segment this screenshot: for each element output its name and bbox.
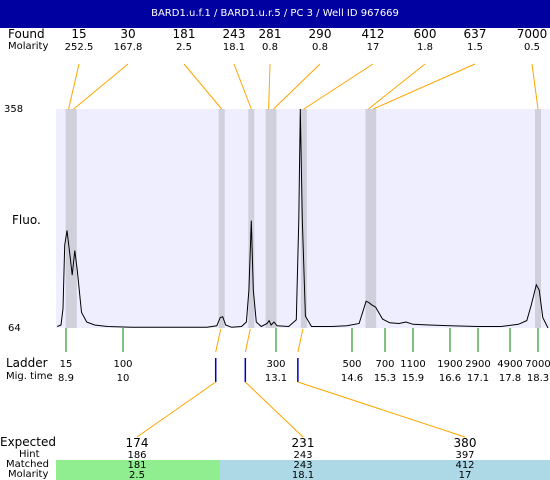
expected-connector: [244, 381, 304, 438]
ladder-size-label: 1900: [437, 359, 462, 370]
found-size-label: 243: [223, 27, 246, 41]
found-molarity-label: 0.8: [262, 42, 278, 53]
found-size-label: 600: [414, 27, 437, 41]
expected-stub: [297, 328, 304, 353]
found-peak-band: [218, 109, 225, 328]
found-size-label: 181: [173, 27, 196, 41]
found-size-label: 15: [71, 27, 86, 41]
ladder-time-label: 10: [117, 373, 130, 384]
found-connector: [368, 63, 426, 110]
hint-value-label: 397: [455, 450, 474, 461]
ladder-time-label: 13.1: [265, 373, 287, 384]
found-molarity-label: 18.1: [223, 42, 245, 53]
ladder-time-label: 8.9: [58, 373, 74, 384]
matched-value-label: 243: [293, 460, 312, 471]
expected-label: Expected: [0, 435, 56, 449]
ladder-size-label: 2900: [465, 359, 490, 370]
fluorescence-trace: [57, 108, 549, 329]
expected-stub: [215, 328, 222, 353]
expected-size-label: 380: [454, 436, 477, 450]
ladder-time-label: 15.3: [374, 373, 396, 384]
hint-label: Hint: [19, 449, 40, 460]
found-size-label: 412: [362, 27, 385, 41]
matched-value-label: 181: [127, 460, 146, 471]
matched-ok-band: [56, 460, 220, 480]
found-molarity-label: 167.8: [114, 42, 143, 53]
found-connector: [373, 63, 476, 110]
found-connector: [268, 63, 271, 110]
found-size-label: 30: [120, 27, 135, 41]
ladder-label: Ladder: [6, 356, 48, 370]
ladder-time-label: 15.9: [402, 373, 424, 384]
expected-size-label: 174: [126, 436, 149, 450]
ladder-size-label: 300: [266, 359, 285, 370]
hint-value-label: 186: [127, 450, 146, 461]
found-connector: [233, 63, 252, 110]
y-max-label: 358: [4, 104, 24, 115]
ladder-size-label: 7000: [525, 359, 550, 370]
found-connector: [73, 63, 129, 110]
molarity-bottom-label: Molarity: [8, 469, 49, 480]
matched-molarity-label: 17: [459, 470, 472, 480]
found-peak-band: [365, 109, 372, 328]
matched-value-label: 412: [455, 460, 474, 471]
ladder-size-label: 700: [375, 359, 394, 370]
ladder-time-label: 17.8: [499, 373, 521, 384]
ladder-size-label: 15: [60, 359, 73, 370]
hint-value-label: 243: [293, 450, 312, 461]
found-peak-band: [370, 109, 377, 328]
mig-time-label: Mig. time: [6, 371, 53, 382]
found-peak-band: [535, 109, 541, 328]
y-min-label: 64: [8, 323, 21, 334]
ladder-time-label: 18.3: [527, 373, 549, 384]
found-peak-band: [248, 109, 255, 328]
found-molarity-label: 0.5: [524, 42, 540, 53]
ladder-time-label: 17.1: [467, 373, 489, 384]
found-peak-band: [65, 109, 72, 328]
found-peak-band: [270, 109, 277, 328]
expected-stub: [244, 328, 251, 353]
found-peak-band: [265, 109, 272, 328]
expected-size-label: 231: [292, 436, 315, 450]
found-connector: [531, 63, 539, 110]
ladder-time-label: 14.6: [341, 373, 363, 384]
found-molarity-label: 1.8: [417, 42, 433, 53]
found-size-label: 7000: [517, 27, 548, 41]
found-molarity-label: 2.5: [176, 42, 192, 53]
matched-other-band: [220, 460, 550, 480]
found-molarity-label: 17: [367, 42, 380, 53]
found-size-label: 281: [259, 27, 282, 41]
found-label: Found: [8, 27, 45, 41]
found-connector: [303, 63, 374, 110]
matched-molarity-label: 2.5: [129, 470, 145, 480]
ladder-time-label: 16.6: [439, 373, 461, 384]
matched-molarity-label: 18.1: [292, 470, 314, 480]
found-molarity-label: 1.5: [467, 42, 483, 53]
ladder-size-label: 100: [113, 359, 132, 370]
expected-connector: [136, 381, 216, 438]
found-size-label: 290: [309, 27, 332, 41]
found-connector: [68, 63, 80, 110]
found-molarity-label: 252.5: [65, 42, 94, 53]
found-size-label: 637: [464, 27, 487, 41]
found-molarity-label: 0.8: [312, 42, 328, 53]
found-connector: [183, 63, 223, 110]
ladder-size-label: 1100: [400, 359, 425, 370]
molarity-label: Molarity: [8, 41, 49, 52]
y-axis-label: Fluo.: [12, 213, 41, 227]
found-peak-band: [70, 109, 77, 328]
found-connector: [273, 63, 321, 110]
found-peak-band: [300, 109, 307, 328]
chart-title: BARD1.u.f.1 / BARD1.u.r.5 / PC 3 / Well …: [0, 0, 550, 28]
matched-label: Matched: [6, 459, 50, 470]
ladder-size-label: 4900: [497, 359, 522, 370]
expected-connector: [297, 381, 466, 438]
ladder-size-label: 500: [342, 359, 361, 370]
